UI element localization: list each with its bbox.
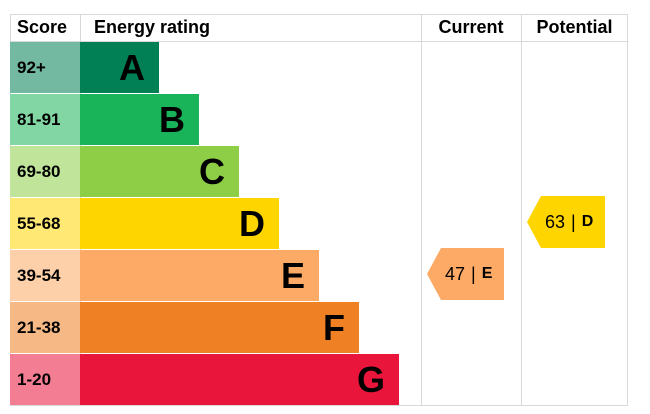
band-letter-g: G — [356, 358, 385, 400]
band-bar-d: D — [80, 198, 279, 249]
header-current: Current — [438, 17, 504, 37]
band-letter-b: B — [159, 98, 185, 140]
band-letter-a: A — [119, 46, 145, 88]
header-score: Score — [17, 17, 68, 37]
band-score-c: 69-80 — [10, 146, 80, 197]
band-score-a: 92+ — [10, 42, 80, 93]
band-bar-a: A — [80, 42, 159, 93]
potential-tag-pointer — [527, 196, 541, 248]
current-rating-letter: E — [481, 265, 493, 282]
header-potential: Potential — [536, 17, 613, 37]
potential-tag-body: 63 | D — [541, 196, 606, 248]
potential-rating-value: 63 — [545, 211, 566, 232]
header-energy-rating: Energy rating — [94, 17, 211, 37]
band-bar-f: F — [80, 302, 359, 353]
band-letter-e: E — [280, 254, 305, 296]
band-letter-f: F — [323, 306, 345, 348]
band-score-b: 81-91 — [10, 94, 80, 145]
band-bar-c: C — [80, 146, 239, 197]
band-bar-g: G — [80, 354, 399, 405]
band-letter-c: C — [199, 150, 225, 192]
band-score-f: 21-38 — [10, 302, 80, 353]
current-rating-separator: | — [471, 263, 476, 284]
potential-rating-letter: D — [581, 213, 594, 230]
current-rating-value: 47 — [445, 263, 466, 284]
band-score-g: 1-20 — [10, 354, 80, 405]
band-score-d: 55-68 — [10, 198, 80, 249]
current-rating-tag: 47 | E — [427, 248, 505, 300]
band-bar-b: B — [80, 94, 199, 145]
band-bar-e: E — [80, 250, 319, 301]
divider-current — [421, 14, 422, 406]
divider-potential — [521, 14, 522, 406]
current-tag-pointer — [427, 248, 441, 300]
potential-rating-tag: 63 | D — [527, 196, 606, 248]
band-score-e: 39-54 — [10, 250, 80, 301]
band-letter-d: D — [239, 202, 265, 244]
current-tag-body: 47 | E — [441, 248, 505, 300]
header-divider — [10, 41, 628, 42]
potential-rating-separator: | — [571, 211, 576, 232]
